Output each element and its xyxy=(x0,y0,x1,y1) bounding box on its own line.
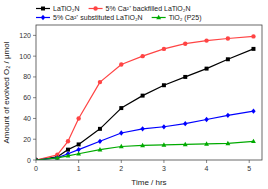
data-point xyxy=(183,41,187,45)
data-point xyxy=(66,148,70,152)
data-point xyxy=(66,139,70,143)
legend: LaTiO₂N 5% Ca²⁺ backfilled LaTiO₂N 5% Ca²⁺… xyxy=(36,5,201,22)
data-point xyxy=(98,127,102,131)
data-point xyxy=(119,106,123,110)
legend-item: TiO₂ (P25) xyxy=(152,14,202,22)
data-point xyxy=(183,75,187,79)
data-point xyxy=(141,94,145,98)
x-tick-label: 2 xyxy=(119,165,123,172)
y-axis-label: Amount of evolved O₂ / μmol xyxy=(2,41,11,143)
y-tick xyxy=(33,56,36,57)
data-point xyxy=(205,67,209,71)
data-point xyxy=(251,139,256,143)
legend-label: TiO₂ (P25) xyxy=(169,14,202,22)
background xyxy=(0,0,268,189)
data-point xyxy=(119,62,123,66)
data-point xyxy=(183,142,188,146)
data-point xyxy=(162,124,166,129)
y-tick xyxy=(33,118,36,119)
x-tick xyxy=(249,160,250,163)
y-tick xyxy=(33,139,36,140)
data-point xyxy=(66,153,71,157)
legend-label: 5% Ca²⁺ substituted LaTiO₂N xyxy=(53,14,143,21)
plot-frame xyxy=(36,25,262,160)
legend-item: LaTiO₂N xyxy=(36,5,80,12)
data-point xyxy=(226,113,230,118)
y-tick xyxy=(33,35,36,36)
legend-item: 5% Ca²⁺ substituted LaTiO₂N xyxy=(36,14,143,21)
x-axis-label: Time / hrs xyxy=(131,178,166,187)
data-point xyxy=(98,147,103,151)
data-point xyxy=(76,116,80,120)
series-line xyxy=(36,49,253,160)
x-tick-label: 4 xyxy=(205,165,209,172)
data-point xyxy=(204,38,208,42)
x-tick-label: 1 xyxy=(77,165,81,172)
series-line xyxy=(36,36,253,160)
legend-label: 5% Ca²⁺ backfilled LaTiO₂N xyxy=(106,5,191,12)
x-tick-label: 5 xyxy=(247,165,251,172)
data-point xyxy=(98,80,102,84)
chart: 0 1 2 3 4 5 0 20 40 60 80 100 120 Time / hrs Amount of… xyxy=(0,0,268,189)
plot-area xyxy=(36,34,256,160)
y-tick-label: 100 xyxy=(19,53,31,60)
y-tick xyxy=(33,97,36,98)
legend-item: 5% Ca²⁺ backfilled LaTiO₂N xyxy=(89,5,191,12)
y-tick-label: 20 xyxy=(23,136,31,143)
legend-marker xyxy=(156,15,161,19)
y-tick-label: 120 xyxy=(19,32,31,39)
series-line xyxy=(36,111,253,160)
x-tick xyxy=(36,160,37,163)
data-point xyxy=(162,47,166,51)
legend-marker xyxy=(41,7,45,11)
y-tick-label: 0 xyxy=(27,157,31,164)
legend-label: LaTiO₂N xyxy=(53,5,80,12)
data-point xyxy=(183,121,187,126)
y-tick-label: 80 xyxy=(23,73,31,80)
data-point xyxy=(162,142,167,146)
x-tick xyxy=(206,160,207,163)
y-tick xyxy=(33,76,36,77)
data-point xyxy=(55,155,60,159)
data-point xyxy=(162,83,166,87)
data-point xyxy=(204,141,209,145)
data-point xyxy=(226,36,230,40)
data-point xyxy=(204,117,208,122)
x-tick-label: 0 xyxy=(34,165,38,172)
data-point xyxy=(225,141,230,145)
data-point xyxy=(119,144,124,148)
data-point xyxy=(98,139,102,144)
data-point xyxy=(140,143,145,147)
x-tick xyxy=(121,160,122,163)
data-point xyxy=(251,109,255,114)
data-point xyxy=(140,126,144,131)
data-point xyxy=(251,34,255,38)
data-point xyxy=(76,151,81,155)
x-tick xyxy=(78,160,79,163)
y-tick-label: 40 xyxy=(23,115,31,122)
y-tick xyxy=(33,160,36,161)
data-point xyxy=(77,142,81,146)
legend-marker xyxy=(41,15,45,20)
data-point xyxy=(140,54,144,58)
series-line xyxy=(36,141,253,160)
x-tick-label: 3 xyxy=(162,165,166,172)
x-tick xyxy=(163,160,164,163)
data-point xyxy=(226,57,230,61)
data-point xyxy=(251,47,255,51)
y-tick-label: 60 xyxy=(23,94,31,101)
data-point xyxy=(119,130,123,135)
legend-marker xyxy=(93,6,97,10)
